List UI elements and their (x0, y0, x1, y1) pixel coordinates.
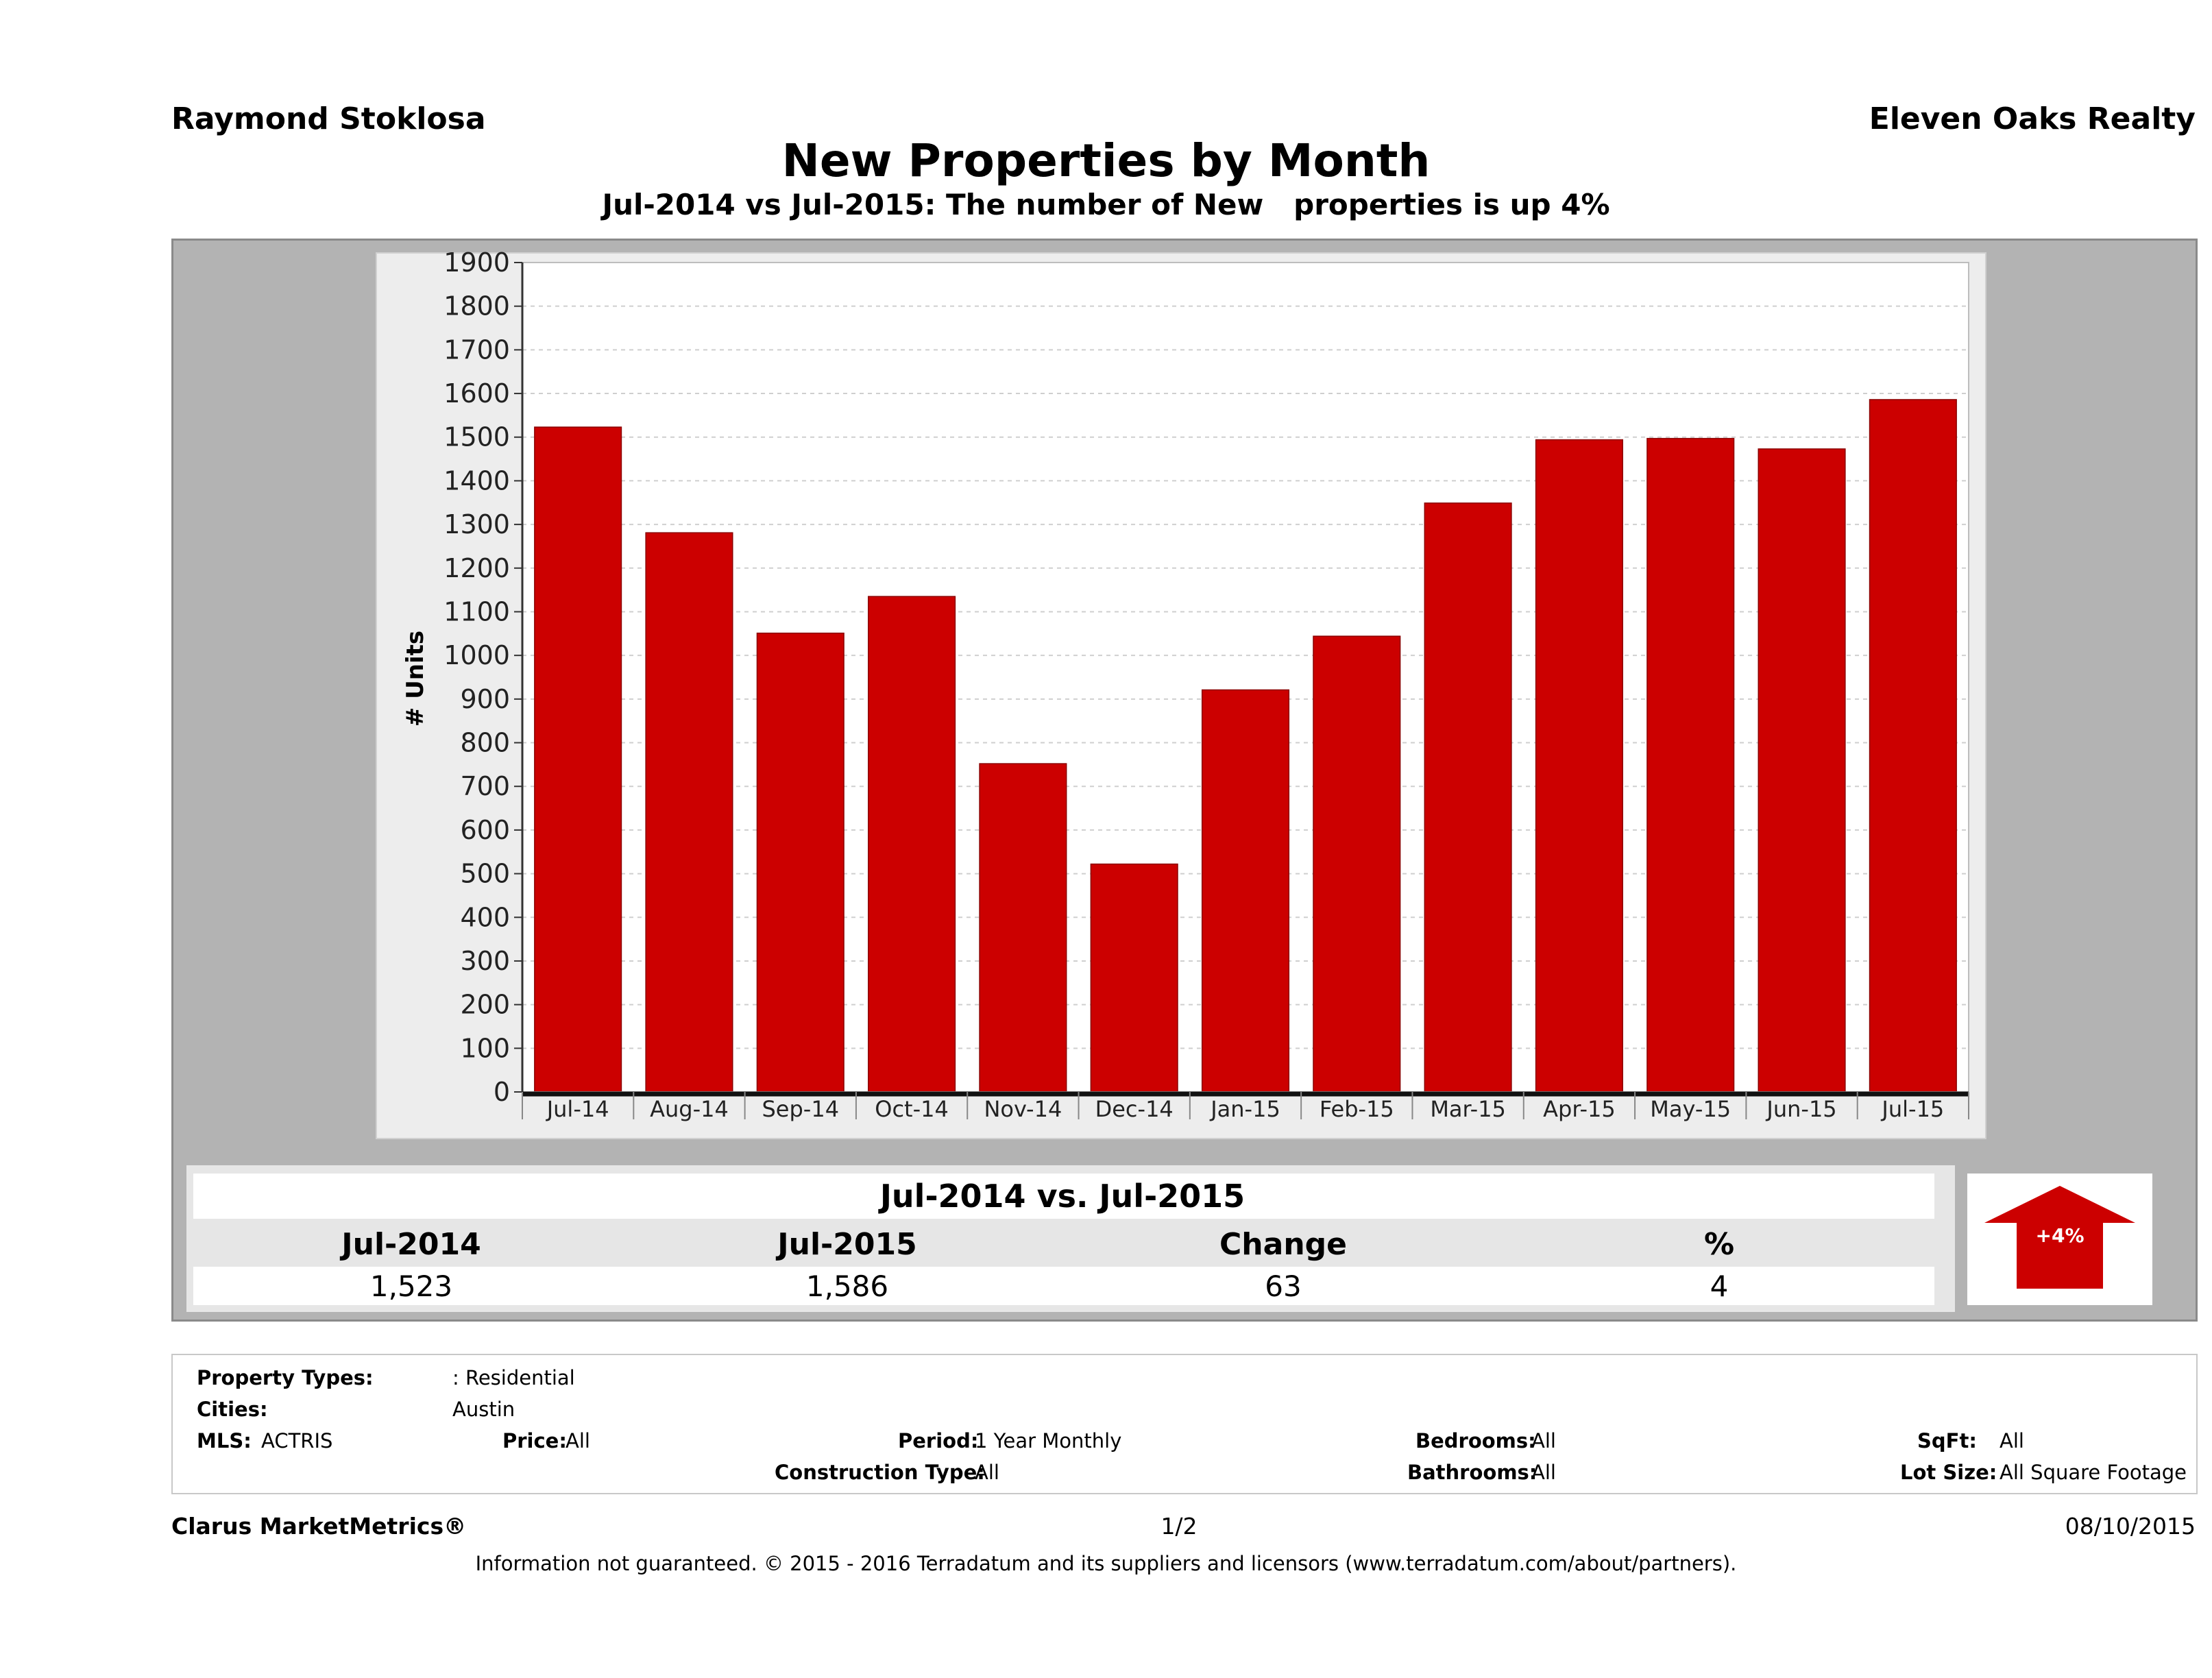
x-tick-label: Apr-15 (1543, 1096, 1616, 1122)
chart-subtitle: Jul-2014 vs Jul-2015: The number of New … (602, 188, 1610, 221)
y-axis-label: # Units (402, 631, 429, 727)
y-tick-label: 1500 (443, 422, 510, 452)
bar-feb-15 (1313, 635, 1401, 1093)
price-label: Price: (502, 1429, 567, 1452)
x-tick-label: Nov-14 (984, 1096, 1062, 1122)
property-types-value: : Residential (452, 1366, 575, 1389)
period-label: Period: (898, 1429, 979, 1452)
summary-value-row (193, 1267, 1934, 1305)
price-value: All (566, 1429, 590, 1452)
bar-apr-15 (1535, 439, 1623, 1093)
summary-title-row (193, 1174, 1934, 1219)
y-tick-label: 700 (460, 771, 510, 801)
x-tick-label: Jul-15 (1880, 1096, 1944, 1122)
y-tick-label: 1200 (443, 553, 510, 583)
summary-value-percent: 4 (1710, 1269, 1729, 1303)
x-tick-label: Aug-14 (650, 1096, 729, 1122)
x-tick-label: Jan-15 (1209, 1096, 1280, 1122)
sqft-label: SqFt: (1917, 1429, 1977, 1452)
y-tick-label: 900 (460, 684, 510, 714)
y-tick-label: 1100 (443, 596, 510, 627)
cities-value: Austin (452, 1398, 515, 1421)
x-tick-label: Feb-15 (1320, 1096, 1394, 1122)
cities-label: Cities: (197, 1398, 268, 1421)
lot-size-value: All Square Footage (2000, 1461, 2187, 1484)
construction-type-label: Construction Type: (775, 1461, 985, 1484)
bar-jan-15 (1201, 689, 1290, 1093)
y-tick-label: 200 (460, 990, 510, 1020)
y-tick-label: 1400 (443, 465, 510, 496)
axes (521, 262, 1969, 1097)
y-tick-label: 100 (460, 1033, 510, 1063)
bedrooms-label: Bedrooms: (1415, 1429, 1536, 1452)
summary-value-change: 63 (1265, 1269, 1302, 1303)
y-tick-label: 1800 (443, 291, 510, 321)
up-arrow-icon: +4% (1984, 1186, 2135, 1289)
bathrooms-label: Bathrooms: (1407, 1461, 1538, 1484)
bar-sep-14 (756, 632, 844, 1093)
x-tick-label: May-15 (1650, 1096, 1731, 1122)
change-indicator: +4% (1967, 1174, 2152, 1305)
summary-title: Jul-2014 vs. Jul-2015 (879, 1178, 1245, 1215)
y-tick-label: 1300 (443, 509, 510, 539)
y-tick-label: 500 (460, 859, 510, 889)
y-tick-label: 1700 (443, 335, 510, 365)
mls-value: ACTRIS (261, 1429, 333, 1452)
y-tick-label: 1600 (443, 378, 510, 409)
criteria-box (171, 1354, 2198, 1494)
footer-date: 08/10/2015 (2065, 1513, 2196, 1540)
sqft-value: All (2000, 1429, 2024, 1452)
x-tick-label: Sep-14 (762, 1096, 839, 1122)
y-tick-label: 600 (460, 815, 510, 845)
bar-chart: 0 100 200 300 400 500 600 700 800 900 1000 1100 1200… (402, 247, 1969, 1122)
bar-jun-15 (1758, 448, 1846, 1093)
y-ticks: 0 100 200 300 400 500 600 700 800 900 1000 1100 1200… (443, 247, 522, 1107)
x-tick-label: Jul-14 (546, 1096, 609, 1122)
x-ticks: Jul-14 Aug-14 Sep-14 Oct-14 Nov-14 Dec-14 Jan-… (522, 1092, 1969, 1122)
y-tick-label: 1000 (443, 640, 510, 670)
summary-header-change: Change (1219, 1227, 1347, 1262)
summary-header-percent: % (1703, 1227, 1735, 1262)
company-name: Eleven Oaks Realty (1869, 101, 2196, 136)
x-tick-label: Jun-15 (1765, 1096, 1836, 1122)
bar-aug-14 (645, 532, 733, 1093)
agent-name: Raymond Stoklosa (171, 101, 486, 136)
footer-page: 1/2 (1160, 1513, 1198, 1540)
summary-value-jul-2015: 1,586 (805, 1269, 889, 1303)
construction-type-value: All (975, 1461, 999, 1484)
property-types-label: Property Types: (197, 1366, 374, 1389)
period-value: 1 Year Monthly (975, 1429, 1122, 1452)
footer-brand: Clarus MarketMetrics® (171, 1513, 467, 1540)
x-tick-label: Dec-14 (1095, 1096, 1174, 1122)
y-tick-label: 1900 (443, 247, 510, 278)
summary-table (186, 1165, 1955, 1312)
lot-size-label: Lot Size: (1900, 1461, 1997, 1484)
summary-value-jul-2014: 1,523 (369, 1269, 453, 1303)
y-tick-label: 800 (460, 728, 510, 758)
bar-dec-14 (1090, 863, 1178, 1093)
x-tick-label: Oct-14 (875, 1096, 949, 1122)
bar-jul-15 (1869, 399, 1957, 1093)
bar-may-15 (1646, 437, 1735, 1093)
bar-nov-14 (979, 763, 1067, 1093)
footer-disclaimer: Information not guaranteed. © 2015 - 201… (475, 1552, 1737, 1575)
mls-label: MLS: (197, 1429, 252, 1452)
summary-header-jul-2014: Jul-2014 (341, 1227, 481, 1262)
bars (534, 399, 1957, 1093)
y-tick-label: 300 (460, 946, 510, 976)
summary-header-jul-2015: Jul-2015 (777, 1227, 917, 1262)
x-tick-label: Mar-15 (1430, 1096, 1506, 1122)
bedrooms-value: All (1531, 1429, 1556, 1452)
chart-title: New Properties by Month (781, 134, 1431, 187)
bar-jul-14 (534, 426, 622, 1093)
y-tick-label: 0 (494, 1077, 510, 1107)
bar-oct-14 (868, 596, 956, 1093)
y-tick-label: 400 (460, 902, 510, 932)
arrow-label: +4% (2036, 1224, 2085, 1247)
bathrooms-value: All (1531, 1461, 1556, 1484)
bar-mar-15 (1424, 502, 1512, 1093)
